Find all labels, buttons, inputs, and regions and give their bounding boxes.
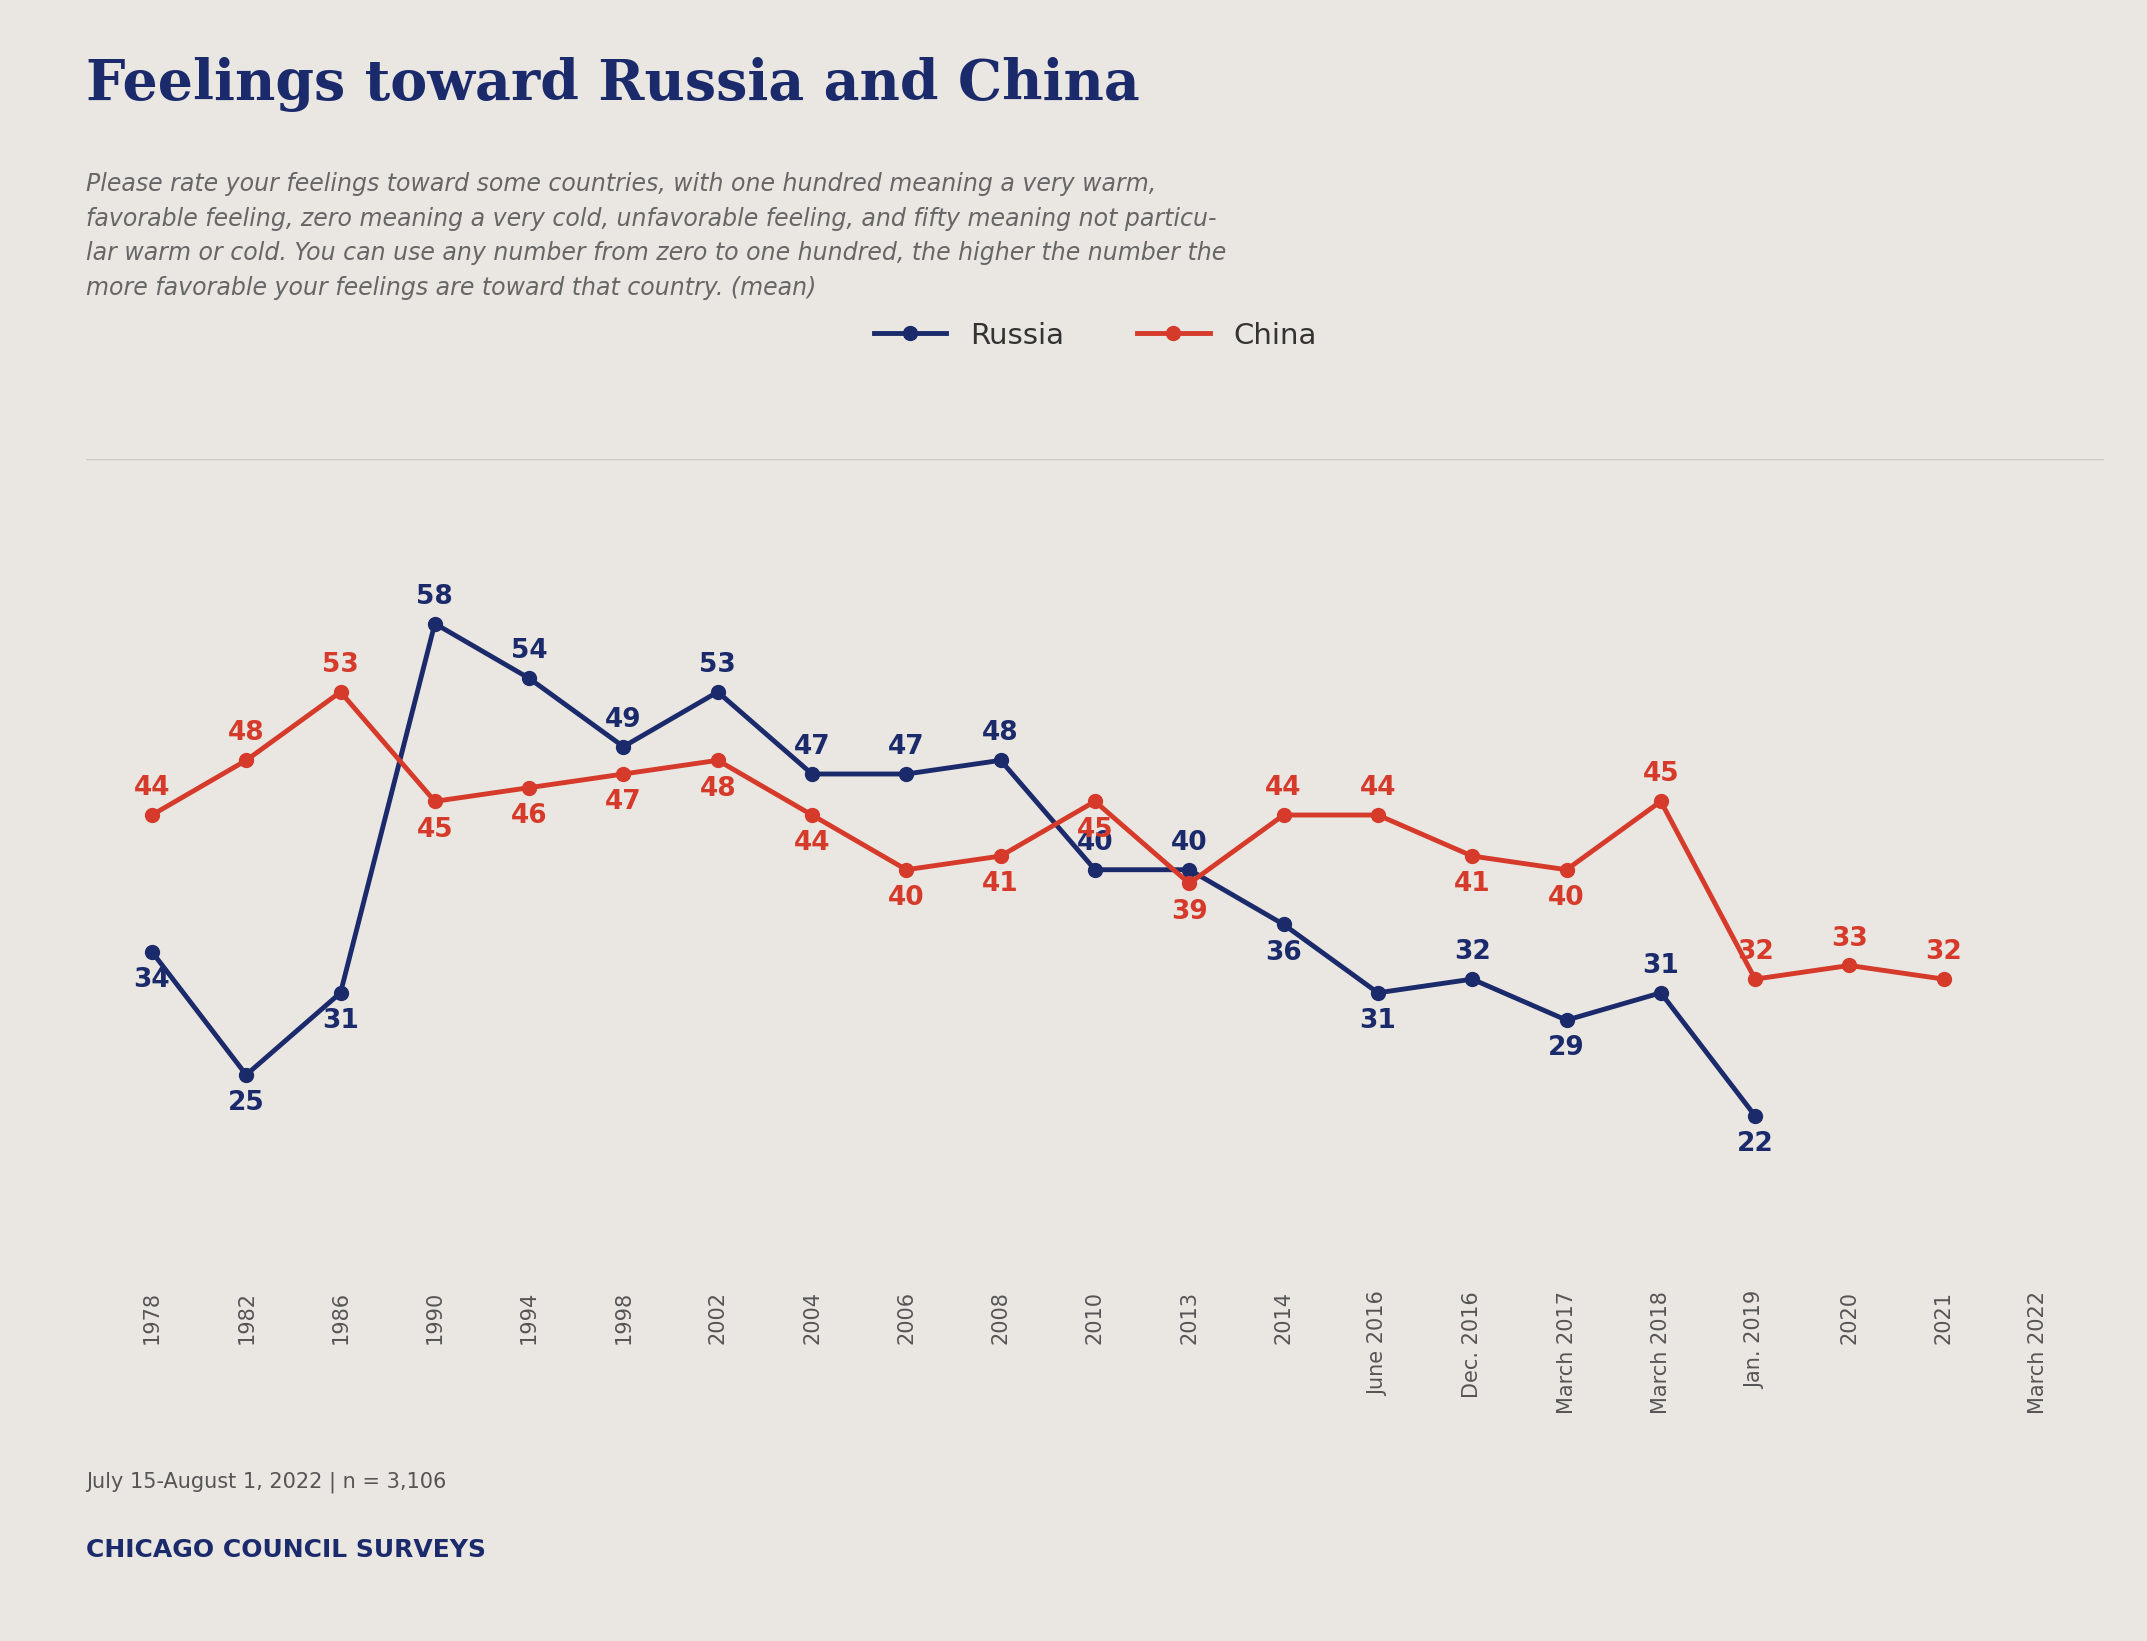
- Text: 41: 41: [1454, 871, 1490, 898]
- Text: 44: 44: [133, 775, 170, 801]
- Legend: Russia, China: Russia, China: [861, 310, 1329, 361]
- Text: 44: 44: [1265, 775, 1301, 801]
- Text: 40: 40: [1548, 884, 1584, 911]
- Text: 41: 41: [983, 871, 1020, 898]
- Text: 53: 53: [322, 651, 359, 678]
- Text: 47: 47: [605, 789, 642, 816]
- Text: 31: 31: [1642, 953, 1679, 980]
- Text: 48: 48: [983, 720, 1020, 747]
- Text: 33: 33: [1831, 926, 1868, 952]
- Text: 40: 40: [889, 884, 925, 911]
- Text: 48: 48: [700, 776, 736, 801]
- Text: 31: 31: [1359, 1008, 1396, 1034]
- Text: 40: 40: [1076, 830, 1114, 857]
- Text: 49: 49: [605, 707, 642, 734]
- Text: 47: 47: [794, 734, 831, 760]
- Text: 54: 54: [511, 638, 547, 665]
- Text: 22: 22: [1737, 1131, 1773, 1157]
- Text: 44: 44: [794, 830, 831, 857]
- Text: 58: 58: [417, 584, 453, 610]
- Text: 45: 45: [1076, 817, 1114, 842]
- Text: 32: 32: [1737, 939, 1773, 965]
- Text: July 15-August 1, 2022 | n = 3,106: July 15-August 1, 2022 | n = 3,106: [86, 1472, 447, 1493]
- Text: Please rate your feelings toward some countries, with one hundred meaning a very: Please rate your feelings toward some co…: [86, 172, 1226, 300]
- Text: 47: 47: [889, 734, 925, 760]
- Text: 45: 45: [1642, 761, 1679, 788]
- Text: 34: 34: [133, 967, 170, 993]
- Text: CHICAGO COUNCIL SURVEYS: CHICAGO COUNCIL SURVEYS: [86, 1538, 485, 1562]
- Text: 45: 45: [417, 817, 453, 842]
- Text: 36: 36: [1265, 940, 1301, 965]
- Text: 29: 29: [1548, 1035, 1584, 1062]
- Text: 53: 53: [700, 651, 736, 678]
- Text: 31: 31: [322, 1008, 359, 1034]
- Text: 46: 46: [511, 802, 547, 829]
- Text: 25: 25: [228, 1090, 264, 1116]
- Text: 32: 32: [1454, 939, 1490, 965]
- Text: 39: 39: [1170, 899, 1207, 924]
- Text: 40: 40: [1170, 830, 1207, 857]
- Text: Feelings toward Russia and China: Feelings toward Russia and China: [86, 57, 1140, 113]
- Text: 48: 48: [228, 720, 264, 747]
- Text: 44: 44: [1359, 775, 1396, 801]
- Text: 32: 32: [1926, 939, 1962, 965]
